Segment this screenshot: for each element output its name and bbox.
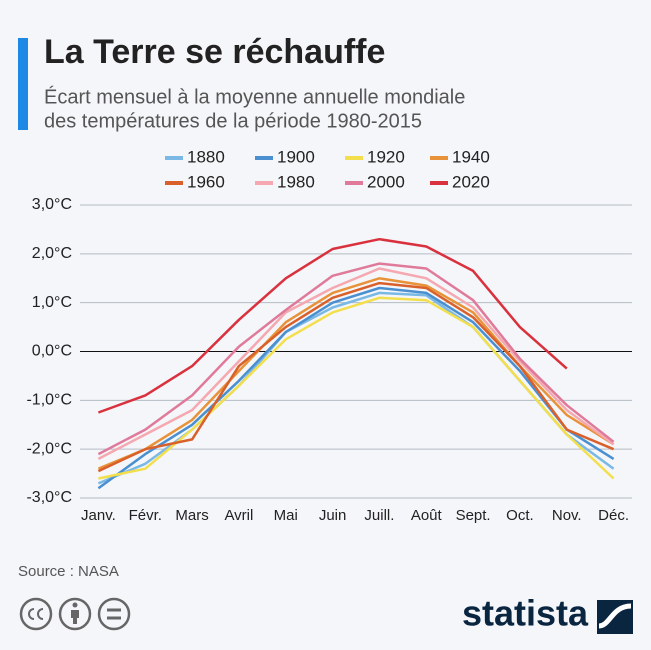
y-tick-label: -3,0°C — [26, 489, 72, 506]
series-line — [97, 262, 615, 456]
subtitle: des températures de la période 1980-2015 — [44, 110, 422, 132]
y-tick-label: 1,0°C — [32, 294, 72, 311]
subtitle: Écart mensuel à la moyenne annuelle mond… — [44, 85, 465, 108]
legend-label: 2000 — [367, 172, 405, 191]
y-tick-label: 3,0°C — [32, 196, 72, 213]
x-tick-label: Sept. — [456, 507, 491, 524]
source: Source : NASA — [18, 563, 119, 580]
x-tick-label: Juill. — [364, 507, 394, 524]
legend-label: 1940 — [452, 147, 490, 166]
x-tick-label: Mars — [175, 507, 208, 524]
series-line — [98, 296, 615, 480]
legend-label: 2020 — [452, 172, 490, 191]
legend-label: 1960 — [187, 172, 225, 191]
license-icons — [19, 597, 131, 631]
chart-title: La Terre se réchauffe — [44, 33, 385, 71]
series-line — [97, 267, 615, 461]
x-tick-label: Déc. — [598, 507, 629, 524]
brand: statista — [462, 593, 589, 634]
x-tick-label: Nov. — [552, 507, 582, 524]
x-tick-label: Août — [411, 507, 443, 524]
series-line — [97, 277, 615, 470]
series-line — [97, 281, 615, 473]
series-line — [97, 237, 568, 414]
x-tick-label: Janv. — [81, 507, 116, 524]
x-tick-label: Mai — [274, 507, 298, 524]
legend-label: 1980 — [277, 172, 315, 191]
x-tick-label: Févr. — [129, 507, 162, 524]
legend-label: 1920 — [367, 147, 405, 166]
title-accent — [18, 38, 28, 130]
x-tick-label: Juin — [319, 507, 347, 524]
y-tick-label: 2,0°C — [32, 245, 72, 262]
series-line — [97, 286, 615, 490]
x-tick-label: Oct. — [506, 507, 534, 524]
legend-label: 1880 — [187, 147, 225, 166]
brand-logo — [597, 600, 633, 634]
y-tick-label: 0,0°C — [32, 343, 72, 360]
x-tick-label: Avril — [224, 507, 253, 524]
legend-label: 1900 — [277, 147, 315, 166]
y-tick-label: -2,0°C — [26, 440, 72, 457]
y-tick-label: -1,0°C — [26, 392, 72, 409]
